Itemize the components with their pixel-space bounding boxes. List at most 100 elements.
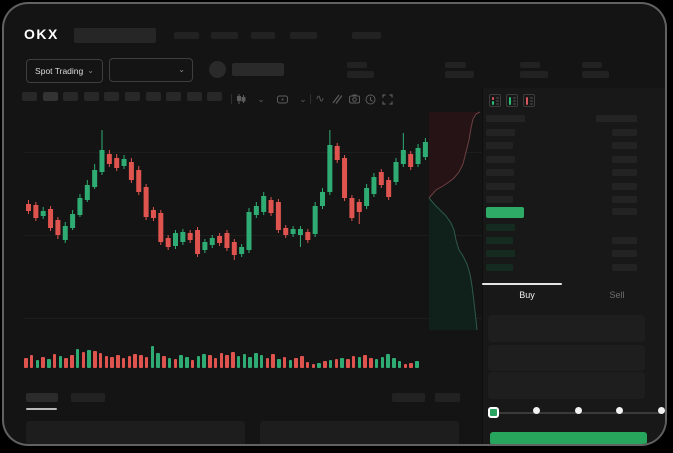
ticker-stat-value-skeleton [445,71,474,78]
nav-search-skeleton[interactable] [74,28,156,43]
volume-bar [162,356,166,368]
chart-gridline [24,318,482,319]
slider-stop-75%[interactable] [616,407,624,414]
volume-bar [282,357,287,368]
last-amount-skeleton[interactable] [612,208,637,215]
pair-name-skeleton [232,63,284,76]
buy-button[interactable] [490,432,647,444]
candlestick-style-icon[interactable] [235,93,247,105]
volume-bar [288,360,292,368]
slider-stop-25%[interactable] [532,407,540,414]
market-mode-dropdown[interactable]: Spot Trading ⌄ [26,59,103,83]
volume-bar [259,355,264,368]
volume-bar [58,356,62,368]
ask-amount-skeleton[interactable] [612,169,637,177]
bottom-action-skeleton[interactable] [435,393,460,402]
time-icon[interactable] [364,93,376,105]
chevron-down-icon[interactable]: ⌄ [299,93,307,104]
market-mode-label: Spot Trading [35,66,84,76]
last-price-bar[interactable] [486,207,524,218]
toolbar-button-skeleton[interactable] [104,92,120,101]
ask-amount-skeleton[interactable] [612,182,637,190]
toolbar-button-skeleton[interactable] [125,92,140,101]
volume-bar [363,355,367,368]
nav-item-skeleton[interactable] [211,32,238,39]
orderbook-sell-view-icon[interactable] [523,94,535,107]
volume-bar [64,358,68,368]
chevron-down-icon[interactable]: ⌄ [257,93,265,104]
bottom-panel-skeleton [26,421,245,444]
total-input-skeleton[interactable] [488,372,645,399]
ask-price-skeleton[interactable] [486,169,514,177]
orderbook-header-skeleton[interactable] [486,115,525,122]
bottom-action-skeleton[interactable] [392,393,425,402]
tab-sell[interactable]: Sell [609,290,625,300]
price-input-skeleton[interactable] [488,315,645,342]
ask-price-skeleton[interactable] [486,129,515,136]
amount-input-skeleton[interactable] [488,345,645,371]
okx-logo: OKX [24,26,59,42]
toolbar-button-skeleton[interactable] [207,92,223,101]
bid-amount-skeleton[interactable] [612,263,637,271]
volume-bar [127,356,131,368]
volume-bar [87,350,91,368]
volume-bar [265,358,269,368]
volume-bar [369,358,373,368]
camera-icon[interactable] [348,93,360,105]
nav-item-skeleton[interactable] [174,32,199,39]
nav-item-skeleton[interactable] [290,32,317,39]
ask-amount-skeleton[interactable] [612,129,637,136]
volume-bar [242,354,246,368]
tab-buy[interactable]: Buy [519,290,535,300]
ask-price-skeleton[interactable] [486,182,515,190]
orderbook-buy-view-icon[interactable] [506,94,518,107]
drawing-tools-icon[interactable] [331,93,343,105]
volume-bar [317,363,321,368]
bottom-tab-active-skeleton[interactable] [26,393,58,402]
ask-amount-skeleton[interactable] [612,142,637,150]
bid-amount-skeleton[interactable] [612,236,637,244]
ticker-stat-value-skeleton [347,71,374,78]
pair-select-dropdown[interactable]: ⌄ [109,58,193,82]
toolbar-button-skeleton[interactable] [22,92,37,101]
trade-tabs: Buy Sell [482,284,662,306]
candlestick-chart[interactable] [4,4,667,446]
volume-bar [300,356,304,368]
toolbar-button-skeleton[interactable] [145,92,161,101]
chevron-down-icon: ⌄ [178,65,185,74]
wave-icon[interactable]: ∿ [315,92,325,105]
bid-price-skeleton[interactable] [486,250,515,258]
orderbook-split-view-icon[interactable] [489,94,501,107]
volume-bar [116,355,120,368]
volume-bar [248,357,252,368]
bid-amount-skeleton[interactable] [612,250,637,258]
nav-item-skeleton[interactable] [352,32,381,39]
toolbar-button-skeleton[interactable] [83,92,99,101]
bid-price-skeleton[interactable] [486,236,513,244]
ask-price-skeleton[interactable] [486,155,515,163]
toolbar-button-skeleton[interactable] [186,92,202,101]
coin-avatar [209,61,226,78]
ask-price-skeleton[interactable] [486,196,513,203]
slider-stop-100%[interactable] [658,407,665,414]
amount-slider-handle[interactable] [488,407,499,418]
ask-amount-skeleton[interactable] [612,196,637,203]
ticker-stat-value-skeleton [520,71,548,78]
bid-price-skeleton[interactable] [486,223,515,231]
chevron-down-icon: ⌄ [87,66,94,75]
orderbook-header-skeleton[interactable] [596,115,637,122]
toolbar-button-skeleton[interactable] [166,92,182,101]
ask-price-skeleton[interactable] [486,142,513,150]
volume-bar [254,353,258,368]
nav-item-skeleton[interactable] [251,32,275,39]
toolbar-button-skeleton[interactable] [42,92,58,101]
volume-bar [231,352,235,368]
toolbar-button-skeleton[interactable] [63,92,79,101]
buy-tab-indicator [482,283,562,285]
bid-price-skeleton[interactable] [486,263,513,271]
ask-amount-skeleton[interactable] [612,155,637,163]
slider-stop-50%[interactable] [574,407,582,414]
bottom-tab-skeleton[interactable] [71,393,105,402]
fullscreen-icon[interactable] [381,93,393,105]
indicator-icon[interactable] [276,93,288,105]
